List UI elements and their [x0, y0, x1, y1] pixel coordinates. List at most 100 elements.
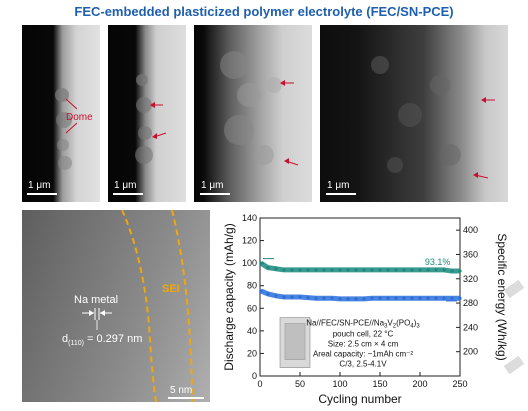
y-left-tick-label: 40: [247, 326, 257, 336]
tem-overlay: SEI Na metal d(110) = 0.297 nm 5 nm: [62, 210, 204, 402]
tem-panel: SEI Na metal d(110) = 0.297 nm 5 nm: [22, 210, 210, 402]
y-right-axis-label: Specific energy (Wh/kg): [495, 233, 509, 360]
x-tick-label: 0: [257, 379, 262, 389]
data-point: [402, 268, 406, 272]
y-left-axis-label: Discharge capacity (mAh/g): [222, 223, 236, 370]
data-point: [394, 296, 398, 300]
sem-4-texture: [371, 56, 495, 179]
sem-3-scalebar: [200, 193, 230, 195]
sem-panel-2: 1 μm: [108, 25, 186, 202]
data-point: [330, 268, 334, 272]
data-point: [378, 268, 382, 272]
sem-1-scale-label: 1 μm: [28, 180, 51, 191]
data-point: [322, 268, 326, 272]
sem-panel-1: Dome 1 μm: [22, 25, 100, 202]
data-point: [386, 268, 390, 272]
data-point: [458, 269, 462, 273]
tem-scale-label: 5 nm: [170, 385, 192, 396]
d-spacing-label: d(110) = 0.297 nm: [62, 333, 142, 347]
data-point: [410, 268, 414, 272]
x-tick-label: 250: [452, 379, 467, 389]
sem-1-scalebar: [27, 193, 57, 195]
data-point: [370, 296, 374, 300]
x-tick-label: 200: [412, 379, 427, 389]
data-point: [274, 294, 278, 298]
sem-1-texture: Dome: [55, 88, 93, 170]
y-left-tick-label: 80: [247, 281, 257, 291]
y-left-tick-label: 20: [247, 348, 257, 358]
data-point: [314, 296, 318, 300]
inset-line-3: Size: 2.5 cm × 4 cm: [328, 340, 399, 349]
data-point: [450, 296, 454, 300]
data-point: [458, 296, 462, 300]
sem-2-scale-label: 1 μm: [114, 180, 137, 191]
x-axis-label: Cycling number: [318, 392, 401, 406]
sem-2-scalebar: [113, 193, 143, 195]
sem-panel-3: 1 μm: [194, 25, 312, 202]
data-point: [426, 268, 430, 272]
y-left-tick-label: 140: [242, 213, 257, 223]
data-point: [386, 296, 390, 300]
x-tick-label: 100: [332, 379, 347, 389]
data-point: [442, 268, 446, 272]
y-left-tick-label: 120: [242, 236, 257, 246]
inset-line-4: Areal capacity: ~1mAh cm⁻²: [313, 350, 413, 359]
y-right-tick-label: 280: [463, 298, 478, 308]
inset-line-2: pouch cell, 22 °C: [333, 330, 394, 339]
data-point: [314, 268, 318, 272]
data-point: [266, 292, 270, 296]
data-point: [394, 268, 398, 272]
data-point: [434, 296, 438, 300]
data-point: [354, 297, 358, 301]
data-point: [362, 268, 366, 272]
y-right-tick-label: 400: [463, 225, 478, 235]
data-point: [450, 269, 454, 273]
data-point: [354, 268, 358, 272]
data-point: [322, 296, 326, 300]
data-point: [418, 268, 422, 272]
data-point: [346, 268, 350, 272]
y-right-tick-label: 320: [463, 274, 478, 284]
data-point: [306, 268, 310, 272]
data-point: [259, 289, 263, 293]
inset-line-5: C/3, 2.5-4.1V: [339, 360, 387, 369]
inset-line-1: Na//FEC/SN-PCE//Na3V2(PO4)3: [306, 319, 420, 330]
x-tick-label: 150: [372, 379, 387, 389]
sem-3-texture: [220, 51, 299, 166]
data-point: [259, 261, 263, 265]
data-point: [362, 297, 366, 301]
y-left-tick-label: 0: [252, 371, 257, 381]
sem-2-texture: [135, 74, 167, 164]
y-right-tick-label: 360: [463, 249, 478, 259]
retention-annotation: 93.1%: [425, 257, 451, 267]
data-point: [290, 295, 294, 299]
y-right-tick-label: 240: [463, 322, 478, 332]
y-left-tick-label: 60: [247, 303, 257, 313]
data-point: [442, 296, 446, 300]
x-tick-label: 50: [295, 379, 305, 389]
cycling-chart: 0 50 100 150 200 250 0 20 40 60 80 100 120 140 200 240 2…: [222, 213, 509, 406]
y-left-tick-label: 100: [242, 258, 257, 268]
pouch-cell-inner: [284, 323, 306, 360]
data-point: [378, 296, 382, 300]
y-right-tick-label: 200: [463, 347, 478, 357]
data-point: [266, 266, 270, 270]
data-point: [338, 297, 342, 301]
sem-panel-4: 1 μm: [320, 25, 508, 202]
sem-3-scale-label: 1 μm: [201, 180, 224, 191]
figure-title: FEC-embedded plasticized polymer electro…: [74, 4, 454, 19]
data-point: [282, 268, 286, 272]
data-point: [298, 295, 302, 299]
data-point: [306, 296, 310, 300]
data-point: [298, 268, 302, 272]
na-metal-label: Na metal: [74, 294, 118, 306]
data-point: [274, 267, 278, 271]
data-point: [370, 268, 374, 272]
sem-4-scale-label: 1 μm: [327, 180, 350, 191]
data-point: [330, 296, 334, 300]
data-point: [338, 268, 342, 272]
dome-label: Dome: [66, 112, 93, 123]
sei-label: SEI: [162, 283, 180, 295]
data-point: [282, 295, 286, 299]
data-point: [346, 297, 350, 301]
